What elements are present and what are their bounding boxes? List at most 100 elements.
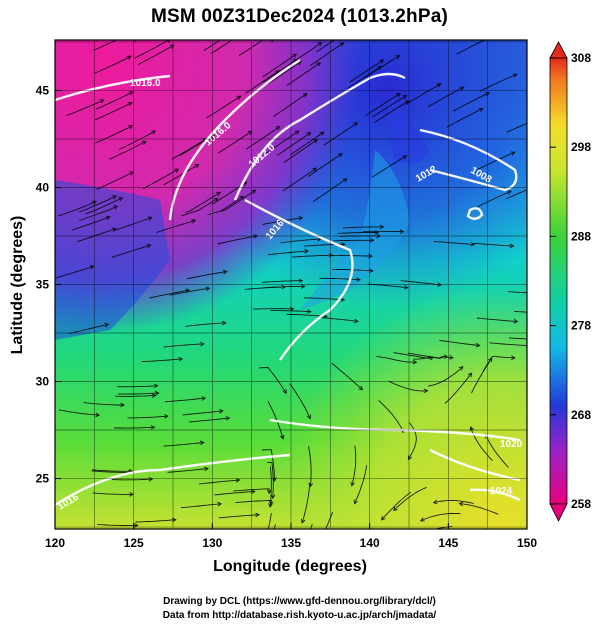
streamline <box>270 310 311 313</box>
streamline <box>118 392 159 395</box>
streamline-arrowhead <box>251 189 257 195</box>
streamline-arrowhead <box>298 278 304 283</box>
streamline-arrowhead <box>393 506 398 512</box>
streamline <box>347 66 382 89</box>
streamline-arrowhead <box>191 219 197 224</box>
streamline-arrowhead <box>89 265 95 270</box>
streamline <box>267 512 272 529</box>
streamline <box>58 200 97 217</box>
streamline-arrowhead <box>178 356 184 362</box>
streamline-arrowhead <box>154 390 160 396</box>
streamline-arrowhead <box>358 385 364 391</box>
streamline-arrowhead <box>166 22 170 25</box>
streamline-arrowhead <box>105 215 111 221</box>
streamline <box>149 289 190 299</box>
streamline-arrowhead <box>316 62 322 67</box>
streamline-arrowhead <box>294 130 300 135</box>
streamline-arrowhead <box>200 341 205 347</box>
streamline <box>280 238 321 244</box>
streamline <box>349 59 384 83</box>
streamline <box>141 358 183 362</box>
colorbar-min-arrow <box>549 503 568 522</box>
streamline-arrowhead <box>266 489 272 495</box>
streamline <box>169 287 210 296</box>
streamline-arrowhead <box>511 355 516 361</box>
streamline <box>267 60 302 85</box>
streamline-arrowhead <box>353 499 358 505</box>
streamline <box>233 488 270 494</box>
streamline <box>471 357 493 394</box>
streamline <box>456 40 486 55</box>
streamline <box>505 189 527 200</box>
streamline-arrowhead <box>437 282 442 287</box>
axis-ticks: 120 125 130 135 140 145 150 25 30 35 40 45 <box>36 83 538 550</box>
streamline <box>93 55 132 74</box>
streamline <box>109 141 147 160</box>
streamline <box>473 242 514 247</box>
streamline-arrowhead <box>141 140 147 145</box>
streamline-arrowhead <box>312 167 318 173</box>
streamline <box>94 102 133 121</box>
streamline-arrowhead <box>300 518 306 524</box>
colorbar-tick-label: 268 <box>571 408 591 422</box>
streamline <box>312 178 347 202</box>
x-tick-label: 150 <box>517 536 537 550</box>
streamline-arrowhead <box>235 477 241 483</box>
isobar-label: 1024 <box>490 486 513 497</box>
streamline <box>132 40 135 41</box>
streamline-arrowhead <box>407 455 413 461</box>
streamline <box>117 385 158 388</box>
streamline-arrowhead <box>275 126 281 131</box>
streamline-arrowhead <box>167 40 171 43</box>
streamline-arrowhead <box>151 130 157 135</box>
streamline-arrowhead <box>379 224 385 230</box>
streamline-arrowhead <box>174 168 180 173</box>
streamline-arrowhead <box>412 359 418 365</box>
streamline <box>508 337 527 340</box>
y-tick-label: 45 <box>36 83 50 97</box>
streamline-arrowhead <box>234 29 238 33</box>
streamline <box>217 130 253 154</box>
streamline <box>137 44 175 65</box>
streamline <box>273 93 308 117</box>
y-tick-label: 25 <box>36 472 50 486</box>
isobar-label: 1020 <box>500 439 523 450</box>
streamline <box>267 401 284 439</box>
streamline <box>113 426 155 429</box>
streamline <box>452 92 490 112</box>
streamline-arrowhead <box>403 285 409 290</box>
x-tick-label: 120 <box>45 536 65 550</box>
streamline-arrowhead <box>458 501 464 507</box>
streamline <box>71 216 110 231</box>
streamline <box>514 310 527 313</box>
streamline <box>374 100 410 123</box>
streamline-arrowhead <box>402 95 408 100</box>
streamline <box>95 125 133 144</box>
streamline <box>79 205 118 221</box>
x-tick-label: 145 <box>438 536 458 550</box>
streamline-arrowhead <box>319 131 325 136</box>
streamline <box>95 91 133 110</box>
streamline <box>290 131 325 156</box>
streamline-arrowhead <box>126 55 132 60</box>
streamline-arrowhead <box>275 70 280 75</box>
streamline <box>276 132 311 156</box>
streamline <box>164 397 206 403</box>
streamline <box>55 265 94 279</box>
streamline-arrowhead <box>281 284 287 290</box>
y-axis-label: Latitude (degrees) <box>9 215 26 355</box>
streamline-arrowhead <box>292 53 298 58</box>
streamline-arrowhead <box>368 268 374 274</box>
colorbar-tick-label: 298 <box>571 140 591 154</box>
streamline-arrowhead <box>129 492 134 497</box>
streamline-arrowhead <box>340 297 346 302</box>
streamline <box>308 153 343 177</box>
streamline <box>92 492 134 495</box>
streamline <box>485 434 509 468</box>
streamline-arrowhead <box>204 466 209 472</box>
colorbar-tick-label: 278 <box>571 319 591 333</box>
streamline <box>371 155 407 178</box>
streamline-arrowhead <box>340 241 346 247</box>
streamline <box>333 239 374 242</box>
streamline <box>111 244 151 258</box>
